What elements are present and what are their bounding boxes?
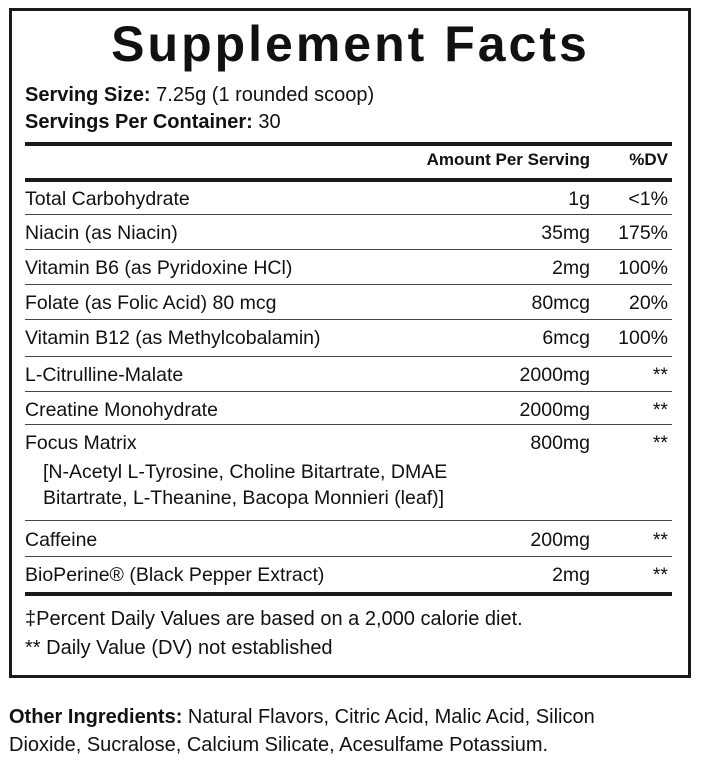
row-divider xyxy=(25,356,672,357)
nutrient-row: Vitamin B6 (as Pyridoxine HCl) 2mg 100% xyxy=(25,251,668,285)
divider xyxy=(25,142,672,146)
nutrient-row: Niacin (as Niacin) 35mg 175% xyxy=(25,216,668,250)
nutrient-amount: 2000mg xyxy=(519,399,590,421)
servings-per-container: Servings Per Container: 30 xyxy=(25,110,281,134)
nutrient-name: Caffeine xyxy=(25,529,98,551)
nutrient-dv: ** xyxy=(652,529,668,551)
servings-label: Servings Per Container: xyxy=(25,111,253,133)
footnote: ** Daily Value (DV) not established xyxy=(25,637,333,659)
footnote: ‡Percent Daily Values are based on a 2,0… xyxy=(25,608,523,630)
nutrient-dv: 175% xyxy=(618,222,668,244)
nutrient-name: Total Carbohydrate xyxy=(25,188,190,210)
nutrient-dv: ** xyxy=(652,399,668,421)
nutrient-row: Folate (as Folic Acid) 80 mcg 80mcg 20% xyxy=(25,286,668,320)
nutrient-row: Caffeine 200mg ** xyxy=(25,523,668,557)
nutrient-amount: 800mg xyxy=(530,432,590,454)
nutrient-row: BioPerine® (Black Pepper Extract) 2mg ** xyxy=(25,558,668,592)
panel-title: Supplement Facts xyxy=(111,16,590,72)
row-divider xyxy=(25,391,672,392)
other-ingredients-text: Natural Flavors, Citric Acid, Malic Acid… xyxy=(187,706,595,728)
serving-size-label: Serving Size: xyxy=(25,84,151,106)
divider xyxy=(25,592,672,596)
row-divider xyxy=(25,424,672,425)
nutrient-amount: 2mg xyxy=(552,257,590,279)
row-divider xyxy=(25,520,672,521)
nutrient-amount: 1g xyxy=(568,188,590,210)
divider xyxy=(25,178,672,182)
nutrient-dv: 100% xyxy=(618,257,668,279)
column-header: Amount Per Serving %DV xyxy=(25,143,668,177)
row-divider xyxy=(25,284,672,285)
other-ingredients: Other Ingredients: Natural Flavors, Citr… xyxy=(9,703,595,731)
nutrient-amount: 35mg xyxy=(541,222,590,244)
nutrient-dv: 20% xyxy=(628,292,668,314)
row-divider xyxy=(25,249,672,250)
nutrient-dv: ** xyxy=(652,432,668,454)
other-ingredients-cont: Dioxide, Sucralose, Calcium Silicate, Ac… xyxy=(9,734,549,756)
ingredient-sublist: Bitartrate, L-Theanine, Bacopa Monnieri … xyxy=(43,487,445,509)
nutrient-name: Vitamin B6 (as Pyridoxine HCl) xyxy=(25,257,293,279)
nutrient-name: Focus Matrix xyxy=(25,432,137,454)
nutrient-row: Vitamin B12 (as Methylcobalamin) 6mcg 100% xyxy=(25,321,668,355)
nutrient-row: Focus Matrix 800mg ** xyxy=(25,426,668,460)
nutrient-dv: 100% xyxy=(618,327,668,349)
nutrient-name: BioPerine® (Black Pepper Extract) xyxy=(25,564,325,586)
nutrient-amount: 200mg xyxy=(530,529,590,551)
dv-header: %DV xyxy=(629,150,668,169)
nutrient-amount: 2000mg xyxy=(519,364,590,386)
nutrient-amount: 2mg xyxy=(552,564,590,586)
nutrient-name: Creatine Monohydrate xyxy=(25,399,218,421)
nutrient-row: L-Citrulline-Malate 2000mg ** xyxy=(25,358,668,392)
serving-size: Serving Size: 7.25g (1 rounded scoop) xyxy=(25,83,374,107)
nutrient-name: Niacin (as Niacin) xyxy=(25,222,178,244)
row-divider xyxy=(25,319,672,320)
nutrient-dv: <1% xyxy=(628,188,668,210)
nutrient-amount: 6mcg xyxy=(542,327,590,349)
nutrient-name: Vitamin B12 (as Methylcobalamin) xyxy=(25,327,321,349)
servings-value: 30 xyxy=(258,111,281,133)
nutrient-dv: ** xyxy=(652,564,668,586)
supplement-facts-panel xyxy=(9,8,691,678)
amount-header: Amount Per Serving xyxy=(426,150,590,169)
serving-size-value: 7.25g (1 rounded scoop) xyxy=(156,84,375,106)
other-ingredients-label: Other Ingredients: xyxy=(9,706,183,728)
nutrient-name: Folate (as Folic Acid) 80 mcg xyxy=(25,292,277,314)
row-divider xyxy=(25,214,672,215)
nutrient-row: Creatine Monohydrate 2000mg ** xyxy=(25,393,668,427)
nutrient-name: L-Citrulline-Malate xyxy=(25,364,184,386)
nutrient-dv: ** xyxy=(652,364,668,386)
row-divider xyxy=(25,556,672,557)
nutrient-amount: 80mcg xyxy=(531,292,590,314)
nutrient-row: Total Carbohydrate 1g <1% xyxy=(25,182,668,216)
ingredient-sublist: [N-Acetyl L-Tyrosine, Choline Bitartrate… xyxy=(43,461,448,483)
